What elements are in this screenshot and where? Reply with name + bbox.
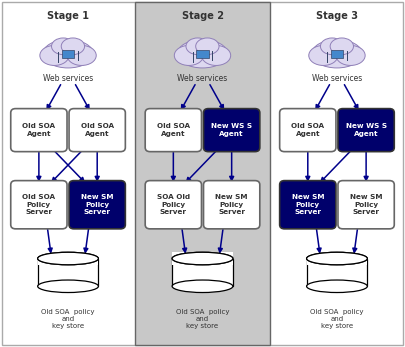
Ellipse shape	[202, 45, 231, 66]
FancyBboxPatch shape	[2, 2, 403, 345]
Polygon shape	[307, 252, 367, 265]
Polygon shape	[307, 259, 367, 286]
Ellipse shape	[38, 252, 98, 265]
FancyBboxPatch shape	[145, 181, 202, 229]
Text: Old SOA  policy
and
key store: Old SOA policy and key store	[310, 309, 364, 329]
Ellipse shape	[38, 280, 98, 293]
FancyBboxPatch shape	[69, 109, 126, 152]
Polygon shape	[38, 252, 98, 265]
Ellipse shape	[186, 38, 209, 54]
Text: Web services: Web services	[177, 74, 228, 83]
Ellipse shape	[307, 280, 367, 293]
Text: New SM
Policy
Server: New SM Policy Server	[81, 194, 113, 215]
Ellipse shape	[177, 40, 228, 68]
Text: Old SOA
Agent: Old SOA Agent	[157, 124, 190, 137]
Ellipse shape	[309, 45, 338, 66]
Text: Stage 2: Stage 2	[181, 11, 224, 20]
Polygon shape	[38, 259, 98, 286]
FancyBboxPatch shape	[135, 2, 270, 345]
Ellipse shape	[172, 252, 233, 265]
FancyBboxPatch shape	[11, 109, 67, 152]
Text: SOA Old
Policy
Server: SOA Old Policy Server	[157, 194, 190, 215]
Text: Old SOA
Agent: Old SOA Agent	[22, 124, 55, 137]
Text: Stage 1: Stage 1	[47, 11, 89, 20]
FancyBboxPatch shape	[11, 181, 67, 229]
Text: Old SOA
Policy
Server: Old SOA Policy Server	[22, 194, 55, 215]
Text: Old SOA  policy
and
key store: Old SOA policy and key store	[41, 309, 95, 329]
FancyBboxPatch shape	[203, 109, 260, 152]
Ellipse shape	[172, 252, 233, 265]
Text: Old SOA
Agent: Old SOA Agent	[291, 124, 324, 137]
Ellipse shape	[174, 45, 203, 66]
Ellipse shape	[307, 252, 367, 265]
Ellipse shape	[307, 252, 367, 265]
Ellipse shape	[196, 38, 219, 54]
Ellipse shape	[330, 38, 354, 54]
Polygon shape	[172, 259, 233, 286]
Text: New SM
Policy
Server: New SM Policy Server	[350, 194, 382, 215]
FancyBboxPatch shape	[338, 181, 394, 229]
Ellipse shape	[38, 252, 98, 265]
FancyBboxPatch shape	[203, 181, 260, 229]
FancyBboxPatch shape	[279, 109, 336, 152]
Ellipse shape	[51, 38, 75, 54]
Ellipse shape	[67, 45, 96, 66]
FancyBboxPatch shape	[196, 50, 209, 58]
Text: New SM
Policy
Server: New SM Policy Server	[215, 194, 248, 215]
Text: Old SOA
Agent: Old SOA Agent	[81, 124, 114, 137]
Ellipse shape	[312, 40, 362, 68]
Text: New SM
Policy
Server: New SM Policy Server	[292, 194, 324, 215]
Ellipse shape	[40, 45, 69, 66]
Ellipse shape	[320, 38, 344, 54]
Ellipse shape	[61, 38, 85, 54]
Text: Old SOA  policy
and
key store: Old SOA policy and key store	[176, 309, 229, 329]
Ellipse shape	[336, 45, 365, 66]
FancyBboxPatch shape	[338, 109, 394, 152]
Polygon shape	[172, 252, 233, 265]
FancyBboxPatch shape	[69, 181, 126, 229]
Ellipse shape	[43, 40, 93, 68]
FancyBboxPatch shape	[62, 50, 74, 58]
Text: New WS S
Agent: New WS S Agent	[345, 124, 387, 137]
FancyBboxPatch shape	[331, 50, 343, 58]
FancyBboxPatch shape	[145, 109, 202, 152]
FancyBboxPatch shape	[279, 181, 336, 229]
Text: New WS S
Agent: New WS S Agent	[211, 124, 252, 137]
Text: Web services: Web services	[43, 74, 93, 83]
Ellipse shape	[172, 280, 233, 293]
Text: Stage 3: Stage 3	[316, 11, 358, 20]
Text: Web services: Web services	[312, 74, 362, 83]
